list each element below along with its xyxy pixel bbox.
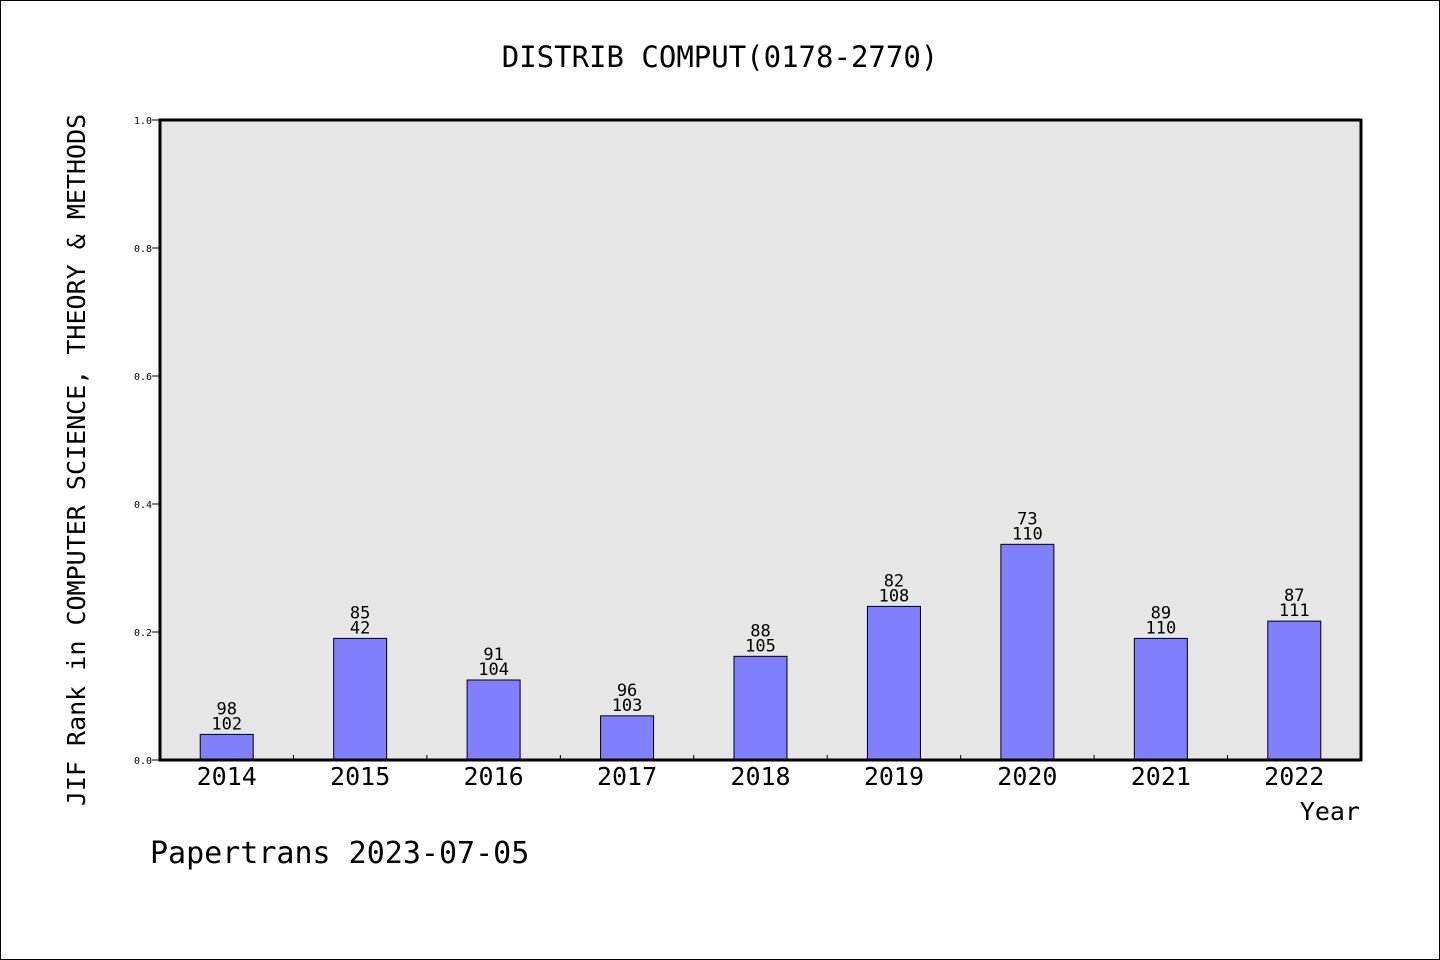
x-axis-label: Year [1300,797,1360,826]
x-tick-label: 2014 [197,762,257,791]
y-axis: 0.0 0.2 0.4 0.6 0.8 1.0 [134,116,160,767]
y-tick-label: 0.4 [134,500,152,511]
bar-label-bottom: 111 [1279,601,1310,621]
x-tick-label: 2017 [597,762,657,791]
y-tick-label: 0.0 [134,756,152,767]
bar-label-bottom: 104 [478,660,509,680]
bar-label-bottom: 105 [745,636,776,656]
bar-label-top: 98 [216,699,236,719]
bar-label-bottom: 110 [1012,524,1043,544]
bar [600,715,655,761]
x-tick-label: 2018 [730,762,790,791]
bar-label-top: 82 [884,571,904,591]
chart-title: DISTRIB COMPUT(0178-2770) [502,40,939,74]
bar [866,605,921,761]
y-tick-label: 0.6 [134,372,152,383]
bar-label-top: 96 [617,681,637,701]
y-tick-label: 0.8 [134,244,152,255]
bar-label-bottom: 102 [211,714,242,734]
y-tick-label: 0.2 [134,628,152,639]
bar-label-top: 91 [483,645,503,665]
bar-label-bottom: 42 [350,618,370,638]
bar [333,637,388,761]
plot-border [158,118,1363,762]
x-axis: 2014 2015 2016 2017 2018 2019 2020 2021 2022 [197,755,1324,791]
bar-label-top: 89 [1151,603,1171,623]
bar [199,733,254,761]
bar-label-top: 87 [1284,586,1304,606]
x-tick-label: 2019 [864,762,924,791]
bar-series: 9810285429110496103881058210873110891108… [199,509,1322,761]
bar-label-bottom: 108 [879,586,910,606]
x-tick-label: 2021 [1131,762,1191,791]
y-axis-label: JIF Rank in COMPUTER SCIENCE, THEORY & M… [62,114,91,806]
bar-label-top: 88 [750,621,770,641]
footer-text: Papertrans 2023-07-05 [150,836,529,871]
bar-label-bottom: 110 [1145,618,1176,638]
bar-label-bottom: 103 [612,696,643,716]
x-tick-label: 2015 [330,762,390,791]
bar [733,655,788,761]
bar [1267,620,1322,761]
x-tick-label: 2016 [464,762,524,791]
y-tick-label: 1.0 [134,116,152,127]
bar [466,679,521,761]
bar [1000,543,1055,761]
bar-label-top: 73 [1017,509,1037,529]
bar [1133,637,1188,761]
x-tick-label: 2020 [997,762,1057,791]
x-tick-label: 2022 [1264,762,1324,791]
bar-label-top: 85 [350,603,370,623]
